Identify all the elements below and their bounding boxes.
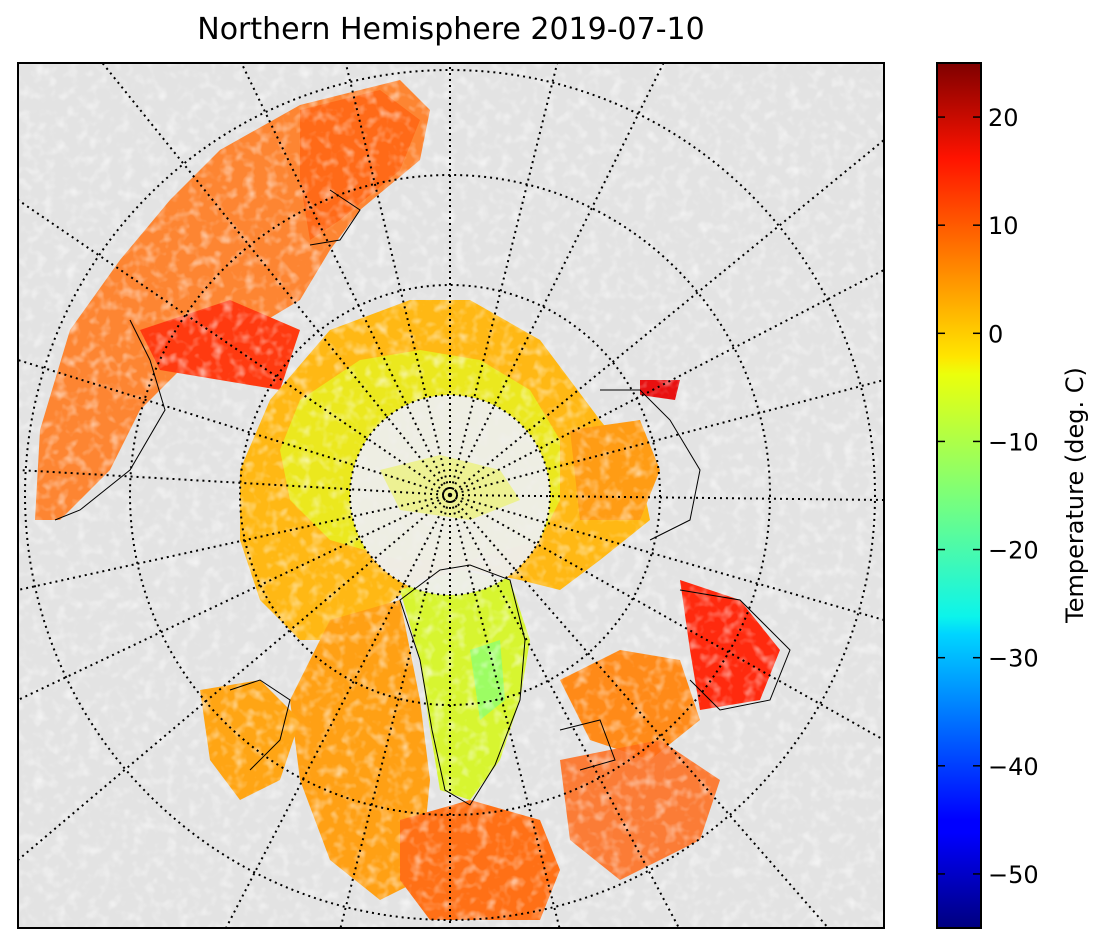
colorbar-tick-label: −40 — [988, 753, 1039, 781]
coastlines — [54, 189, 791, 806]
map-frame — [17, 62, 885, 929]
colorbar-ticks: 20 10 0 −10 −20 −30 −40 −50 — [937, 104, 1039, 889]
colorbar-label: Temperature (deg. C) — [1061, 367, 1089, 624]
colorbar-tick-label: −50 — [988, 861, 1039, 889]
map-title: Northern Hemisphere 2019-07-10 — [197, 12, 705, 47]
colorbar-gradient — [936, 62, 982, 929]
colorbar-tick-label: 0 — [988, 320, 1003, 348]
colorbar-tick-label: 20 — [988, 104, 1019, 132]
colorbar-tick-label: −20 — [988, 537, 1039, 565]
map-panel — [18, 63, 884, 928]
colorbar-tick-label: −30 — [988, 645, 1039, 673]
graticule — [18, 63, 884, 928]
colorbar-tick-label: 10 — [988, 212, 1019, 240]
colorbar-tick-label: −10 — [988, 428, 1039, 456]
colorbar: 20 10 0 −10 −20 −30 −40 −50 Temperature (deg. C… — [936, 62, 1089, 929]
